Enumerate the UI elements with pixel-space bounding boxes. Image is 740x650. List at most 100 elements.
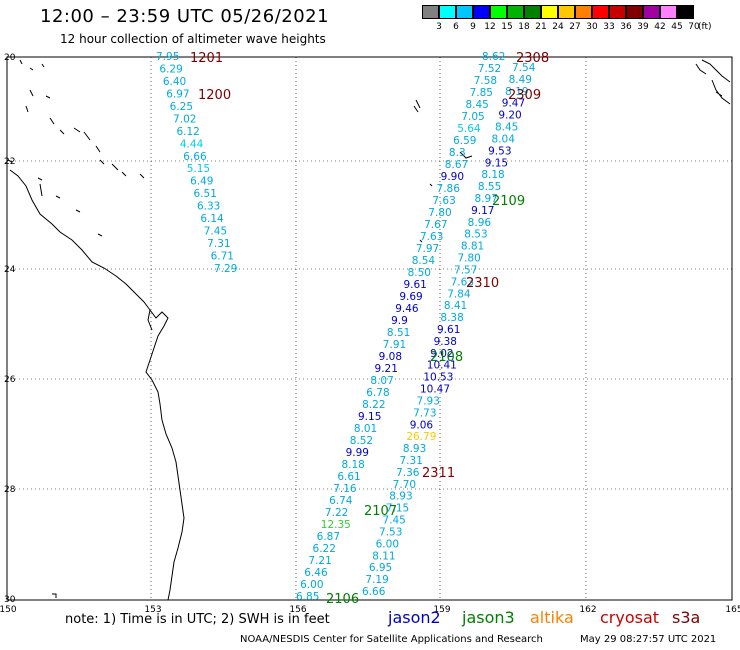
track-id-label: 2310 <box>466 276 499 291</box>
wave-height-value: 7.86 <box>437 183 461 195</box>
wave-height-value: 7.31 <box>400 455 423 467</box>
colorbar-swatch <box>592 5 609 19</box>
wave-height-value: 7.16 <box>333 483 357 495</box>
wave-height-value: 8.93 <box>389 491 412 503</box>
colorbar-label: 70 <box>688 22 700 32</box>
wave-height-value: 8.53 <box>464 229 487 241</box>
track-id-label: 2308 <box>516 51 549 66</box>
colorbar-swatch <box>677 5 694 19</box>
legend-s3a: s3a <box>672 608 701 627</box>
wave-height-value: 7.19 <box>365 574 388 586</box>
wave-height-value: 6.66 <box>183 151 207 163</box>
colorbar-swatch <box>507 5 524 19</box>
wave-height-value: 9.15 <box>358 411 381 423</box>
wave-height-value: 6.00 <box>376 538 399 550</box>
wave-height-value: 7.53 <box>379 526 402 538</box>
track-id-label: 2309 <box>508 88 541 103</box>
wave-height-value: 6.85 <box>296 591 319 603</box>
wave-height-value: 8.45 <box>495 122 518 134</box>
wave-height-value: 6.95 <box>369 562 392 574</box>
wave-height-value: 9.99 <box>346 447 369 459</box>
track-id-label: 2311 <box>422 466 455 481</box>
latitude-label: 26 <box>4 375 16 385</box>
wave-height-value: 8.18 <box>481 169 504 181</box>
credit-text: NOAA/NESDIS Center for Satellite Applica… <box>240 634 543 645</box>
wave-height-value: 7.29 <box>214 263 237 275</box>
wave-height-value: 9.20 <box>498 110 521 122</box>
wave-height-value: 6.49 <box>190 176 213 188</box>
wave-height-value: 7.58 <box>474 75 497 87</box>
wave-height-value: 9.38 <box>434 336 457 348</box>
wave-height-value: 5.15 <box>187 163 210 175</box>
wave-height-value: 7.21 <box>308 555 331 567</box>
wave-height-value: 6.00 <box>300 579 323 591</box>
wave-height-value: 8.51 <box>387 327 410 339</box>
wave-height-value: 8.52 <box>350 435 373 447</box>
colorbar-label: 12 <box>484 22 496 32</box>
colorbar-label: 39 <box>637 22 649 32</box>
wave-height-value: 8.50 <box>408 267 431 279</box>
colorbar-label: 15 <box>501 22 513 32</box>
wave-height-value: 8.93 <box>403 443 426 455</box>
colorbar-label: 18 <box>518 22 530 32</box>
wave-height-value: 12.35 <box>321 519 351 531</box>
colorbar-label: 42 <box>654 22 666 32</box>
wave-height-value: 6.33 <box>197 201 220 213</box>
latitude-label: 22 <box>4 157 15 167</box>
wave-height-value: 7.80 <box>428 207 451 219</box>
wave-height-value: 9.9 <box>391 315 408 327</box>
longitude-label: 159 <box>433 605 450 615</box>
colorbar-swatch <box>643 5 660 19</box>
wave-height-value: 9.17 <box>471 205 494 217</box>
wave-height-value: 9.02 <box>430 348 453 360</box>
colorbar-label: 36 <box>620 22 632 32</box>
wave-height-value: 7.31 <box>207 238 230 250</box>
wave-height-value: 6.74 <box>329 495 353 507</box>
wave-height-value: 9.61 <box>403 279 426 291</box>
map-frame <box>6 56 733 601</box>
wave-height-value: 7.84 <box>447 288 471 300</box>
wave-height-value: 8.22 <box>362 399 385 411</box>
colorbar-unit: (ft) <box>698 22 712 32</box>
track-id-label: 2108 <box>430 350 463 365</box>
colorbar-swatch <box>524 5 541 19</box>
wave-height-value: 7.52 <box>478 63 501 75</box>
wave-height-value: 6.97 <box>166 88 189 100</box>
wave-height-value: 6.29 <box>159 63 182 75</box>
wave-height-value: 8.81 <box>461 241 484 253</box>
wave-height-value: 7.80 <box>457 253 480 265</box>
wave-height-value: 7.02 <box>173 113 196 125</box>
wave-height-value: 9.90 <box>441 171 464 183</box>
wave-height-value: 6.87 <box>317 531 340 543</box>
wave-height-value: 8.18 <box>341 459 364 471</box>
colorbar-label: 3 <box>436 22 442 32</box>
legend-jason3: jason3 <box>462 608 515 627</box>
wave-height-value: 6.78 <box>366 387 389 399</box>
wave-height-value: 6.40 <box>163 76 186 88</box>
map-title: 12:00 – 23:59 UTC 05/26/2021 <box>40 6 330 27</box>
longitude-label: 156 <box>289 605 306 615</box>
track-id-label: 1200 <box>198 88 231 103</box>
legend-jason2: jason2 <box>388 608 441 627</box>
track-id-label: 2109 <box>492 194 525 209</box>
colorbar-label: 30 <box>586 22 598 32</box>
wave-height-value: 6.71 <box>211 251 234 263</box>
colorbar-swatch <box>626 5 643 19</box>
wave-height-value: 7.70 <box>393 479 416 491</box>
wave-height-value: 6.46 <box>304 567 328 579</box>
colorbar-label: 33 <box>603 22 615 32</box>
wave-height-value: 7.63 <box>451 276 474 288</box>
latitude-label: 20 <box>4 53 16 63</box>
wave-height-value: 7.15 <box>386 503 409 515</box>
wave-height-value: 7.63 <box>420 231 443 243</box>
colorbar-label: 6 <box>453 22 459 32</box>
wave-height-value: 8.3 <box>449 147 466 159</box>
wave-height-value: 6.66 <box>362 586 386 598</box>
wave-height-value: 7.85 <box>470 87 493 99</box>
footer-note: note: 1) Time is in UTC; 2) SWH is in fe… <box>65 612 330 627</box>
latitude-label: 30 <box>4 595 16 605</box>
longitude-label: 165 <box>725 605 740 615</box>
track-id-label: 2106 <box>326 592 359 607</box>
wave-height-value: 8.49 <box>509 74 532 86</box>
